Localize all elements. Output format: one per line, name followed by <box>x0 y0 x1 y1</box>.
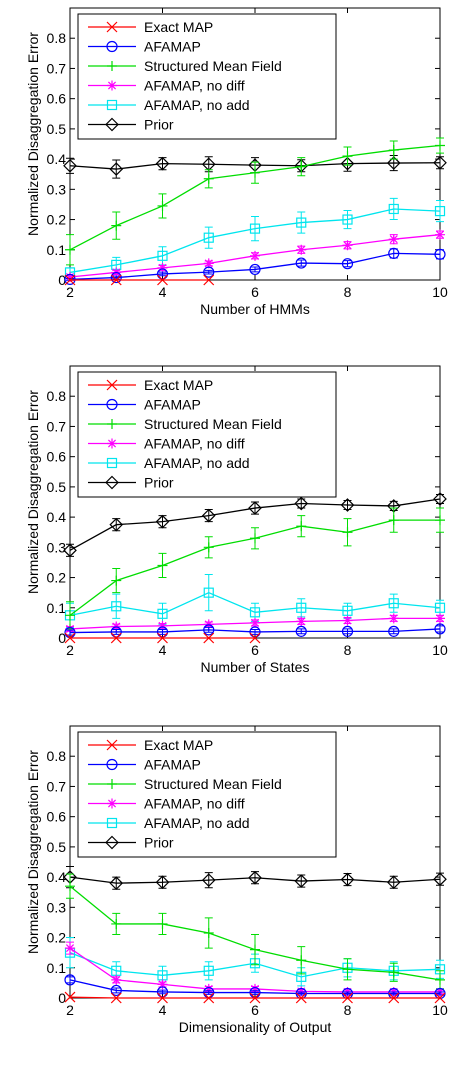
y-tick-label: 0.5 <box>47 479 67 495</box>
y-tick-label: 0.2 <box>47 930 67 946</box>
y-tick-label: 0.5 <box>47 121 67 137</box>
y-tick-label: 0.8 <box>47 388 67 404</box>
chart-panel-hmms: 0 0.1 0.2 0.3 0.4 0.5 0.6 0.7 0.8 2 4 6 8 10 Number of… <box>0 0 466 360</box>
legend-entry-label: Exact MAP <box>144 377 213 393</box>
x-tick-label: 6 <box>251 284 259 300</box>
marker-asterisk <box>389 234 399 244</box>
legend-entry-label: AFAMAP, no diff <box>144 78 245 94</box>
legend-entry-label: AFAMAP, no diff <box>144 436 245 452</box>
y-tick-label: 0.6 <box>47 449 67 465</box>
marker-asterisk <box>296 245 306 255</box>
y-axis-label: Normalized Disaggregation Error <box>25 750 41 954</box>
x-tick-label: 6 <box>251 1002 259 1018</box>
y-tick-label: 0.6 <box>47 809 67 825</box>
marker-asterisk <box>343 240 353 250</box>
legend-entry-label: Structured Mean Field <box>144 416 282 432</box>
y-axis-label: Normalized Disaggregation Error <box>25 32 41 236</box>
chart-svg: 0 0.1 0.2 0.3 0.4 0.5 0.6 0.7 0.8 2 4 6 8 10 Number of… <box>0 0 466 360</box>
y-tick-label: 0.3 <box>47 899 67 915</box>
marker-asterisk <box>435 613 445 623</box>
y-tick-label: 0.1 <box>47 600 67 616</box>
x-tick-label: 2 <box>66 284 74 300</box>
legend-entry-label: AFAMAP <box>144 397 201 413</box>
y-axis-label: Normalized Disaggregation Error <box>25 390 41 594</box>
x-tick-label: 4 <box>159 284 167 300</box>
marker-asterisk <box>65 943 75 953</box>
y-tick-label: 0.7 <box>47 418 67 434</box>
marker-asterisk <box>296 616 306 626</box>
chart-svg: 0 0.1 0.2 0.3 0.4 0.5 0.6 0.7 0.8 2 4 6 8 10 Number of… <box>0 358 466 718</box>
legend: Exact MAP AFAMAP Structured Mean Field AFAM… <box>78 372 336 497</box>
legend-entry-label: Exact MAP <box>144 737 213 753</box>
y-tick-label: 0.3 <box>47 539 67 555</box>
legend: Exact MAP AFAMAP Structured Mean Field AFAM… <box>78 732 336 857</box>
chart-panel-output-dimensionality: 0 0.1 0.2 0.3 0.4 0.5 0.6 0.7 0.8 2 4 6 8 10 Dimension… <box>0 718 466 1078</box>
legend-entry-label: Exact MAP <box>144 19 213 35</box>
y-tick-label: 0.2 <box>47 570 67 586</box>
legend-entry-label: AFAMAP <box>144 757 201 773</box>
y-tick-label: 0.7 <box>47 778 67 794</box>
marker-asterisk <box>389 613 399 623</box>
y-tick-label: 0.3 <box>47 181 67 197</box>
chart-svg: 0 0.1 0.2 0.3 0.4 0.5 0.6 0.7 0.8 2 4 6 8 10 Dimension… <box>0 718 466 1082</box>
marker-asterisk <box>250 251 260 261</box>
legend-entry-label: Prior <box>144 117 174 133</box>
legend-entry-label: AFAMAP, no diff <box>144 796 245 812</box>
marker-asterisk <box>435 230 445 240</box>
x-tick-label: 10 <box>432 1002 448 1018</box>
legend-entry-label: AFAMAP, no add <box>144 455 250 471</box>
marker-asterisk <box>158 263 168 273</box>
legend-entry-label: AFAMAP, no add <box>144 97 250 113</box>
x-tick-label: 10 <box>432 642 448 658</box>
x-tick-label: 10 <box>432 284 448 300</box>
chart-panel-states: 0 0.1 0.2 0.3 0.4 0.5 0.6 0.7 0.8 2 4 6 8 10 Number of… <box>0 358 466 718</box>
x-tick-label: 8 <box>344 1002 352 1018</box>
y-tick-label: 0.2 <box>47 212 67 228</box>
x-tick-label: 2 <box>66 1002 74 1018</box>
y-tick-label: 0.4 <box>47 151 67 167</box>
y-tick-label: 0.1 <box>47 960 67 976</box>
marker-asterisk <box>107 81 117 91</box>
x-tick-label: 8 <box>344 642 352 658</box>
x-tick-label: 4 <box>159 1002 167 1018</box>
x-axis-label: Number of States <box>201 659 310 675</box>
y-tick-label: 0.8 <box>47 748 67 764</box>
y-tick-label: 0.5 <box>47 839 67 855</box>
legend-entry-label: Prior <box>144 835 174 851</box>
legend-entry-label: Structured Mean Field <box>144 776 282 792</box>
x-tick-label: 4 <box>159 642 167 658</box>
marker-asterisk <box>107 439 117 449</box>
y-tick-label: 0.7 <box>47 60 67 76</box>
y-tick-label: 0.8 <box>47 30 67 46</box>
x-axis-label: Number of HMMs <box>200 301 310 317</box>
legend-entry-label: AFAMAP, no add <box>144 815 250 831</box>
y-tick-label: 0.6 <box>47 91 67 107</box>
legend-entry-label: Structured Mean Field <box>144 58 282 74</box>
marker-asterisk <box>107 799 117 809</box>
x-axis-label: Dimensionality of Output <box>179 1019 332 1035</box>
legend: Exact MAP AFAMAP Structured Mean Field AFAM… <box>78 14 336 139</box>
x-tick-label: 2 <box>66 642 74 658</box>
legend-entry-label: AFAMAP <box>144 39 201 55</box>
x-tick-label: 8 <box>344 284 352 300</box>
marker-asterisk <box>111 975 121 985</box>
marker-asterisk <box>343 615 353 625</box>
y-tick-label: 0.4 <box>47 509 67 525</box>
legend-entry-label: Prior <box>144 475 174 491</box>
y-tick-label: 0.1 <box>47 242 67 258</box>
x-tick-label: 6 <box>251 642 259 658</box>
